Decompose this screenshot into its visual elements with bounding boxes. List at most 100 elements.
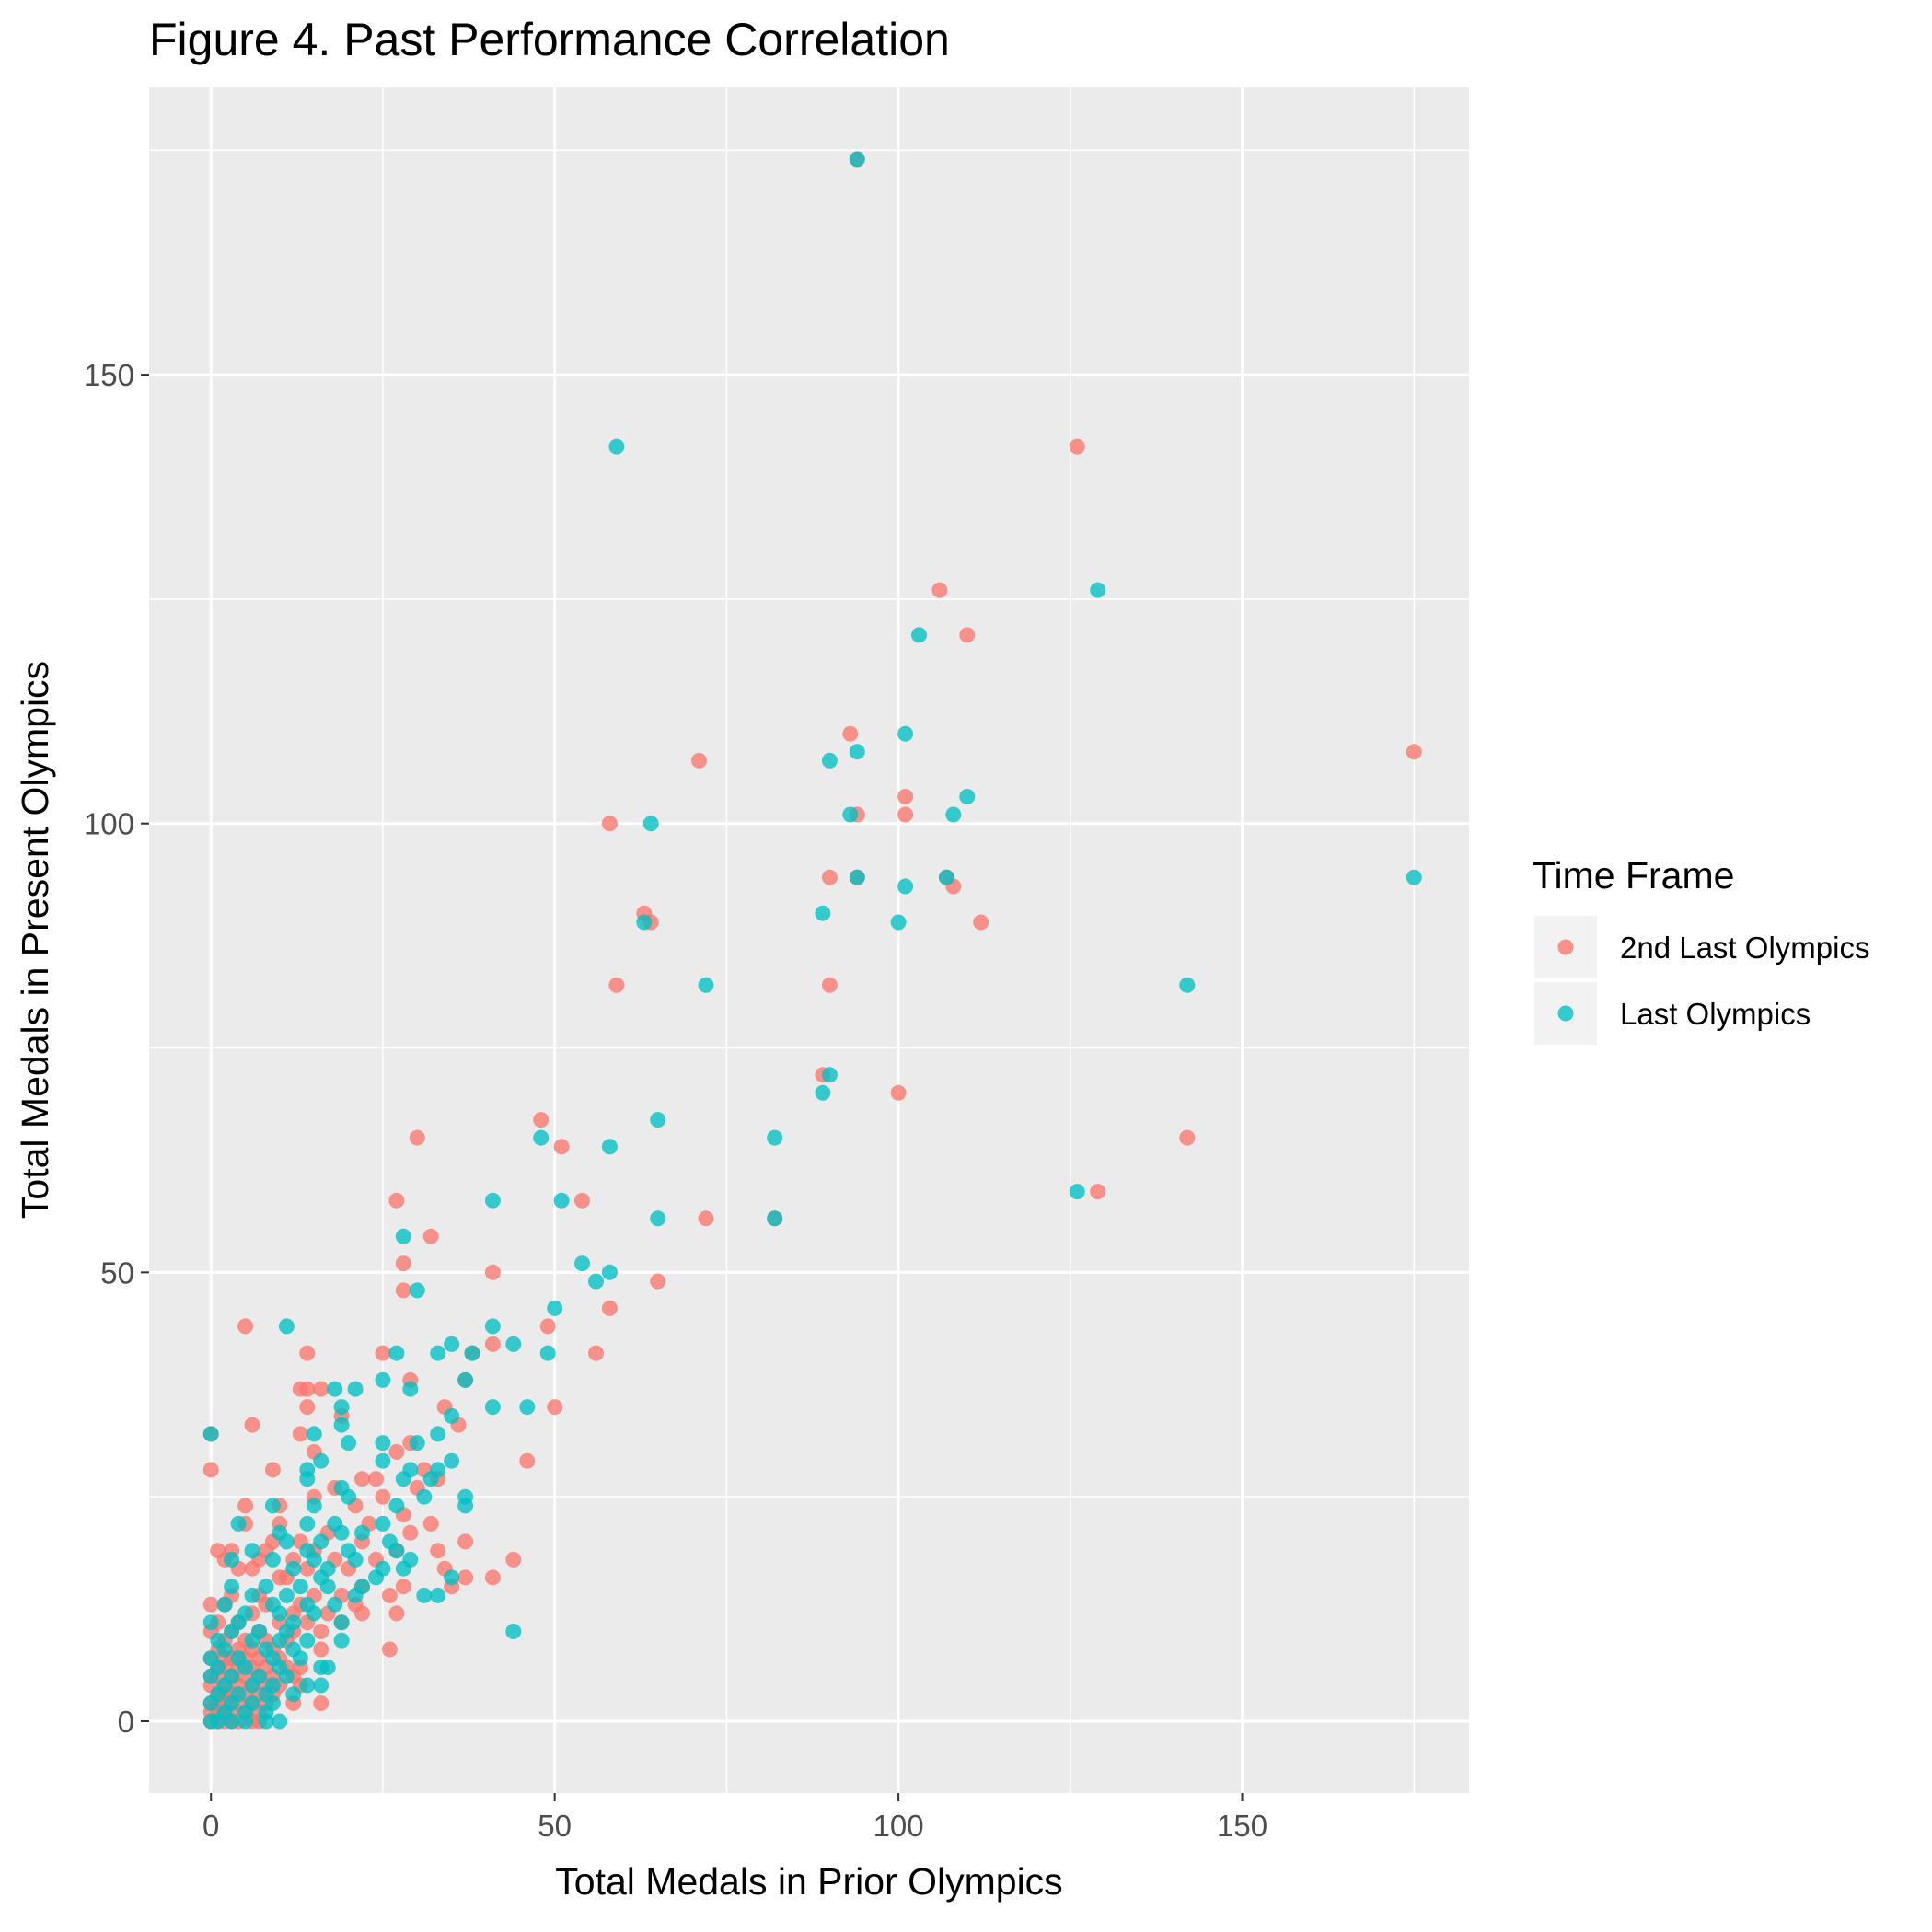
data-point	[306, 1551, 322, 1568]
data-point	[815, 1084, 831, 1101]
data-point	[244, 1417, 260, 1433]
legend-items: 2nd Last Olympics Last Olympics	[1534, 916, 1869, 1045]
minor-gridlines	[149, 87, 1469, 1793]
data-point	[636, 914, 653, 931]
data-point	[354, 1605, 370, 1622]
data-point	[224, 1624, 240, 1639]
data-point	[533, 1129, 550, 1146]
data-point	[368, 1471, 384, 1487]
data-point	[299, 1381, 316, 1397]
data-point	[484, 1336, 501, 1352]
data-point	[333, 1614, 350, 1631]
data-point	[285, 1686, 302, 1703]
data-point	[505, 1624, 522, 1639]
data-point	[368, 1569, 384, 1586]
data-point	[202, 1596, 219, 1613]
data-point	[931, 582, 948, 598]
data-point	[202, 1695, 219, 1711]
data-point	[444, 1569, 460, 1586]
x-tick-label: 0	[202, 1809, 219, 1843]
data-point	[547, 1399, 563, 1416]
data-point	[381, 1641, 398, 1658]
data-point	[416, 1587, 433, 1603]
data-point	[299, 1471, 316, 1487]
x-axis-title: Total Medals in Prior Olympics	[555, 1860, 1062, 1903]
data-point	[547, 1300, 563, 1316]
legend-title: Time Frame	[1533, 854, 1734, 897]
data-point	[973, 914, 989, 931]
data-point	[821, 869, 838, 885]
data-point	[505, 1551, 522, 1568]
data-point	[409, 1282, 425, 1299]
data-point	[333, 1417, 350, 1433]
data-point	[333, 1524, 350, 1541]
data-point	[313, 1452, 330, 1469]
data-point	[237, 1713, 254, 1730]
x-tick-label: 150	[1217, 1809, 1267, 1843]
data-point	[601, 1139, 618, 1155]
data-point	[244, 1543, 260, 1559]
data-point	[237, 1498, 254, 1514]
y-tick-label: 0	[118, 1705, 134, 1739]
data-point	[388, 1543, 405, 1559]
data-point	[849, 869, 865, 885]
data-point	[388, 1345, 405, 1361]
legend-key-marker	[1557, 1005, 1574, 1022]
data-point	[381, 1587, 398, 1603]
data-point	[553, 1192, 570, 1209]
data-point	[650, 1273, 666, 1290]
data-point	[1090, 582, 1106, 598]
data-point	[244, 1560, 260, 1577]
data-point	[457, 1533, 474, 1550]
data-point	[1069, 438, 1085, 455]
data-point	[574, 1192, 590, 1209]
data-point	[299, 1632, 316, 1649]
data-point	[484, 1192, 501, 1209]
data-point	[395, 1579, 411, 1595]
data-point	[409, 1129, 425, 1146]
data-point	[821, 1067, 838, 1083]
data-point	[457, 1569, 474, 1586]
data-point	[202, 1614, 219, 1631]
data-point	[264, 1462, 281, 1478]
data-point	[313, 1381, 330, 1397]
data-point	[375, 1371, 391, 1388]
data-point	[416, 1488, 433, 1505]
y-axis: 0 50 100 150	[84, 358, 149, 1739]
legend-label: 2nd Last Olympics	[1620, 931, 1869, 965]
data-point	[202, 1426, 219, 1442]
data-point	[588, 1345, 604, 1361]
x-tick-label: 50	[538, 1809, 572, 1843]
data-point	[327, 1596, 343, 1613]
data-point	[897, 878, 914, 895]
data-point	[959, 627, 976, 643]
data-point	[849, 744, 865, 760]
data-point	[278, 1318, 295, 1335]
data-point	[224, 1579, 240, 1595]
data-point	[601, 1264, 618, 1280]
data-point	[216, 1596, 233, 1613]
series-1-points	[202, 151, 1422, 1730]
data-point	[650, 1112, 666, 1128]
x-tick-label: 100	[873, 1809, 924, 1843]
data-point	[539, 1345, 556, 1361]
data-point	[422, 1471, 439, 1487]
data-point	[388, 1605, 405, 1622]
data-point	[1179, 1129, 1196, 1146]
data-point	[519, 1399, 536, 1416]
data-point	[642, 816, 659, 832]
major-gridlines	[149, 87, 1469, 1793]
data-point	[444, 1452, 460, 1469]
data-point	[821, 752, 838, 769]
data-point	[945, 806, 962, 823]
data-point	[890, 914, 907, 931]
y-tick-label: 150	[84, 358, 134, 392]
data-point	[911, 627, 927, 643]
data-point	[533, 1112, 550, 1128]
data-point	[815, 905, 831, 921]
data-point	[264, 1551, 281, 1568]
data-point	[395, 1560, 411, 1577]
data-point	[306, 1498, 322, 1514]
data-point	[292, 1579, 308, 1595]
data-point	[264, 1498, 281, 1514]
